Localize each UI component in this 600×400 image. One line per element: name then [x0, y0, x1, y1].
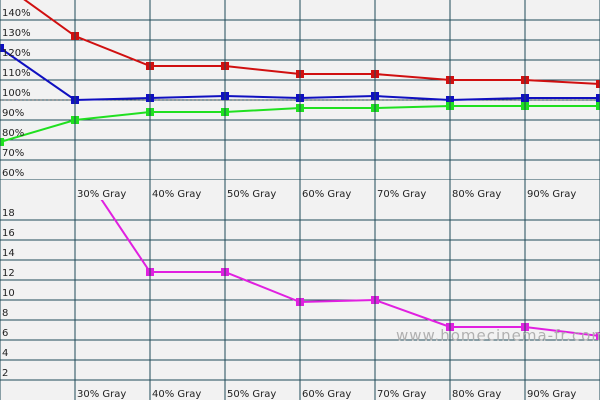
data-point [596, 102, 600, 110]
watermark: www.homecinema-fr.com [396, 327, 600, 345]
x-tick-label: 50% Gray [227, 389, 276, 400]
x-tick-label: 30% Gray [77, 389, 126, 400]
data-point [0, 44, 4, 52]
data-point [596, 94, 600, 102]
y-tick-label: 14 [2, 248, 15, 259]
x-tick-label: 70% Gray [377, 389, 426, 400]
y-tick-label: 4 [2, 348, 8, 359]
y-tick-label: 8 [2, 308, 8, 319]
x-tick-label: 60% Gray [302, 189, 351, 200]
x-tick-label: 80% Gray [452, 189, 501, 200]
y-tick-label: 130% [2, 28, 31, 39]
y-tick-label: 140% [2, 8, 31, 19]
y-tick-label: 100% [2, 88, 31, 99]
x-tick-label: 80% Gray [452, 389, 501, 400]
y-tick-label: 18 [2, 208, 15, 219]
x-tick-label: 90% Gray [527, 189, 576, 200]
y-tick-label: 110% [2, 68, 31, 79]
y-tick-label: 16 [2, 228, 15, 239]
y-tick-label: 120% [2, 48, 31, 59]
y-tick-label: 12 [2, 268, 15, 279]
y-tick-label: 90% [2, 108, 24, 119]
series-line [100, 200, 600, 337]
y-tick-label: 10 [2, 288, 15, 299]
y-tick-label: 80% [2, 128, 24, 139]
y-tick-label: 70% [2, 148, 24, 159]
x-tick-label: 50% Gray [227, 189, 276, 200]
data-point [596, 80, 600, 88]
x-tick-label: 70% Gray [377, 189, 426, 200]
y-tick-label: 2 [2, 368, 8, 379]
x-tick-label: 90% Gray [527, 389, 576, 400]
x-tick-label: 60% Gray [302, 389, 351, 400]
data-point [596, 332, 600, 340]
x-tick-label: 30% Gray [77, 189, 126, 200]
y-tick-label: 6 [2, 328, 8, 339]
x-tick-label: 40% Gray [152, 389, 201, 400]
data-point [0, 138, 4, 146]
x-tick-label: 40% Gray [152, 189, 201, 200]
y-tick-label: 60% [2, 168, 24, 179]
